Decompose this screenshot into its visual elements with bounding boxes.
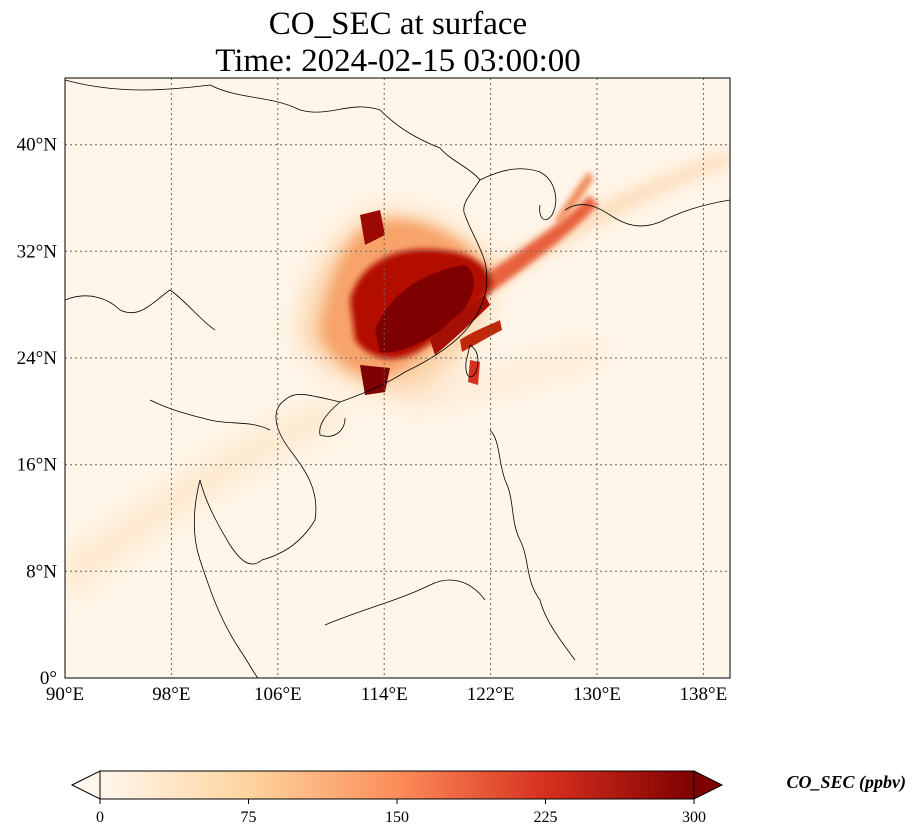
lon-tick-label: 90°E: [46, 684, 84, 705]
lon-tick-label: 122°E: [467, 684, 515, 705]
lat-tick-labels: 0° 8°N 16°N 24°N 32°N 40°N: [17, 135, 58, 689]
map-title: CO_SEC at surface: [268, 6, 528, 42]
gridlines: [65, 78, 730, 678]
lon-tick-label: 98°E: [152, 684, 190, 705]
colorbar-tick-label: 225: [534, 809, 558, 826]
lon-tick-label: 130°E: [573, 684, 621, 705]
coastlines: [65, 79, 730, 678]
lon-tick-label: 106°E: [254, 684, 302, 705]
map-subtitle-time: Time: 2024-02-15 03:00:00: [215, 43, 581, 79]
lon-tick-label: 114°E: [361, 684, 408, 705]
colorbar-extend-max: [693, 770, 724, 800]
map-frame: [64, 77, 731, 679]
map-panel[interactable]: [65, 78, 730, 678]
colorbar-gradient: [99, 770, 695, 800]
colorbar-tick-label: 150: [385, 809, 409, 826]
lat-tick-label: 32°N: [17, 241, 58, 262]
lat-tick-label: 8°N: [26, 561, 57, 582]
colorbar-tick-label: 75: [241, 809, 257, 826]
colorbar-tick-label: 300: [682, 809, 706, 826]
colorbar-extend-min: [70, 770, 101, 800]
co-field: [65, 150, 730, 600]
colorbar-tick-label: 0: [96, 809, 104, 826]
lat-tick-label: 24°N: [17, 348, 58, 369]
colorbar: 0 75 150 225 300 CO_SEC (ppbv): [70, 770, 906, 826]
lon-tick-label: 138°E: [680, 684, 728, 705]
lon-tick-labels: 90°E 98°E 106°E 114°E 122°E 130°E 138°E: [46, 684, 727, 705]
lat-tick-label: 0°: [40, 668, 57, 689]
lat-tick-label: 16°N: [17, 455, 58, 476]
lat-tick-label: 40°N: [17, 135, 58, 156]
colorbar-label: CO_SEC (ppbv): [786, 772, 906, 793]
